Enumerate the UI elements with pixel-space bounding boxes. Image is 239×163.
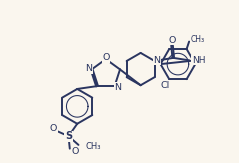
Text: O: O [50,124,57,133]
Text: S: S [65,131,72,141]
Text: N: N [85,64,92,73]
Text: O: O [71,147,78,156]
Text: O: O [102,53,109,62]
Text: Cl: Cl [161,81,170,90]
Text: CH₃: CH₃ [190,35,205,44]
Text: CH₃: CH₃ [86,142,101,151]
Text: N: N [154,56,161,65]
Text: N: N [114,83,121,92]
Text: O: O [168,36,176,45]
Text: NH: NH [192,56,206,65]
